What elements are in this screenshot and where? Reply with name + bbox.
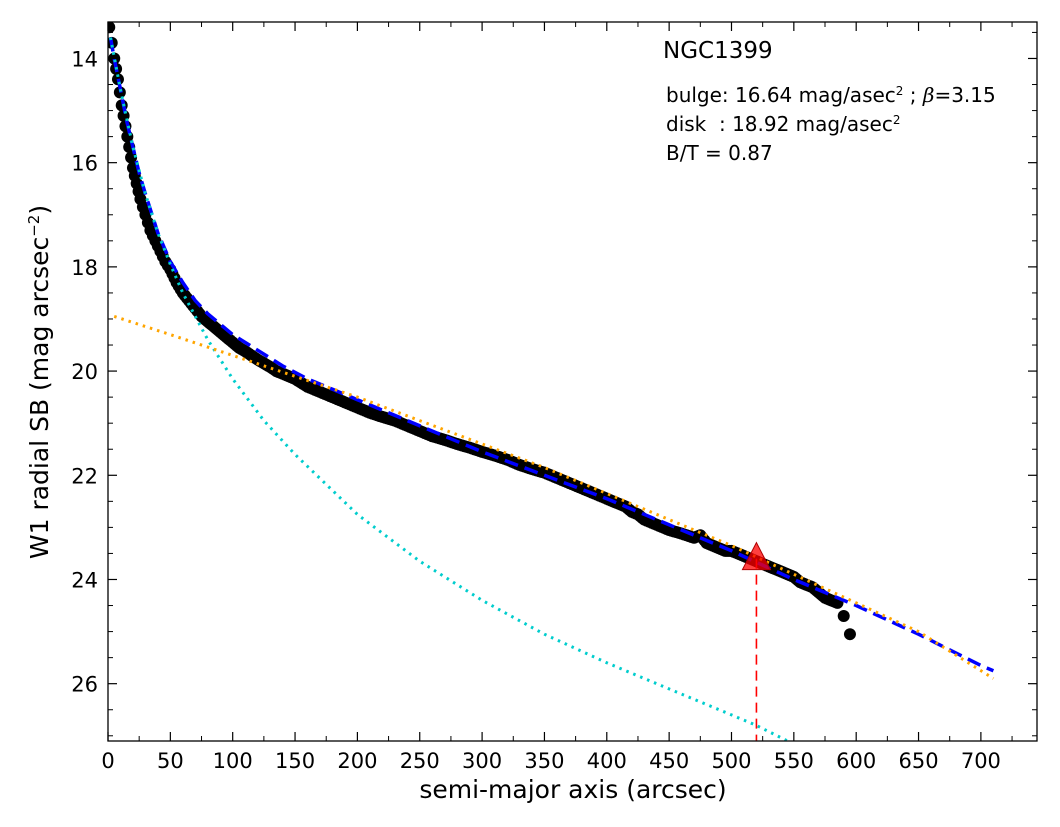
x-tick-label: 500 — [711, 749, 751, 773]
x-tick-label: 450 — [649, 749, 689, 773]
x-tick-label: 700 — [961, 749, 1001, 773]
data-point — [146, 229, 159, 242]
bulge-beta: β — [922, 83, 935, 107]
bulge-prefix: bulge: 16.64 mag/asec — [666, 83, 896, 107]
bulge-sup: 2 — [896, 84, 904, 98]
data-point — [132, 185, 145, 198]
bulge-component-line — [109, 37, 789, 741]
x-tick-label: 150 — [275, 749, 315, 773]
break-radius-marker — [741, 541, 772, 571]
x-tick-label: 550 — [774, 749, 814, 773]
disk-prefix: disk : 18.92 mag/asec — [666, 112, 893, 136]
data-point — [843, 628, 856, 641]
disk-sup: 2 — [893, 113, 901, 127]
disk-annotation: disk : 18.92 mag/asec2 — [666, 112, 900, 136]
x-tick-label: 650 — [898, 749, 938, 773]
y-tick-label: 14 — [71, 47, 98, 71]
axes-frame — [107, 21, 1038, 742]
x-tick-label: 400 — [587, 749, 627, 773]
x-tick-label: 100 — [213, 749, 253, 773]
y-tick-label: 18 — [71, 256, 98, 280]
data-point — [837, 609, 850, 622]
x-tick-label: 50 — [157, 749, 184, 773]
bulge-beta-value: =3.15 — [934, 83, 995, 107]
y-axis-title: W1 radial SB (mag arcsec−2) — [25, 205, 54, 559]
y-axis-title-close: ) — [25, 205, 54, 215]
bulge-annotation: bulge: 16.64 mag/asec2 ; β=3.15 — [666, 83, 996, 107]
y-tick-label: 24 — [71, 568, 98, 592]
total-fit-line — [108, 37, 995, 673]
data-point — [125, 151, 138, 164]
y-axis-title-main: W1 radial SB (mag arcsec — [25, 237, 54, 559]
data-point — [136, 200, 149, 213]
bt-annotation: B/T = 0.87 — [666, 141, 773, 165]
y-tick-label: 20 — [71, 360, 98, 384]
x-tick-label: 600 — [836, 749, 876, 773]
data-point — [108, 22, 116, 34]
y-axis-title-sup: −2 — [25, 215, 43, 237]
chart-title: NGC1399 — [663, 38, 773, 64]
x-tick-label: 350 — [524, 749, 564, 773]
y-tick-label: 16 — [71, 152, 98, 176]
x-tick-label: 0 — [101, 749, 114, 773]
y-tick-label: 22 — [71, 464, 98, 488]
axis-ticks: 0 50 100 150 200 250 300 350 400 450 500 550 600 650 7… — [71, 22, 1037, 773]
bulge-sep: ; — [903, 83, 922, 107]
x-tick-label: 250 — [400, 749, 440, 773]
data-point — [141, 216, 154, 229]
disk-component-line — [113, 314, 995, 680]
x-tick-label: 200 — [337, 749, 377, 773]
y-tick-label: 26 — [71, 673, 98, 697]
x-axis-title: semi-major axis (arcsec) — [419, 775, 726, 804]
x-tick-label: 300 — [462, 749, 502, 773]
